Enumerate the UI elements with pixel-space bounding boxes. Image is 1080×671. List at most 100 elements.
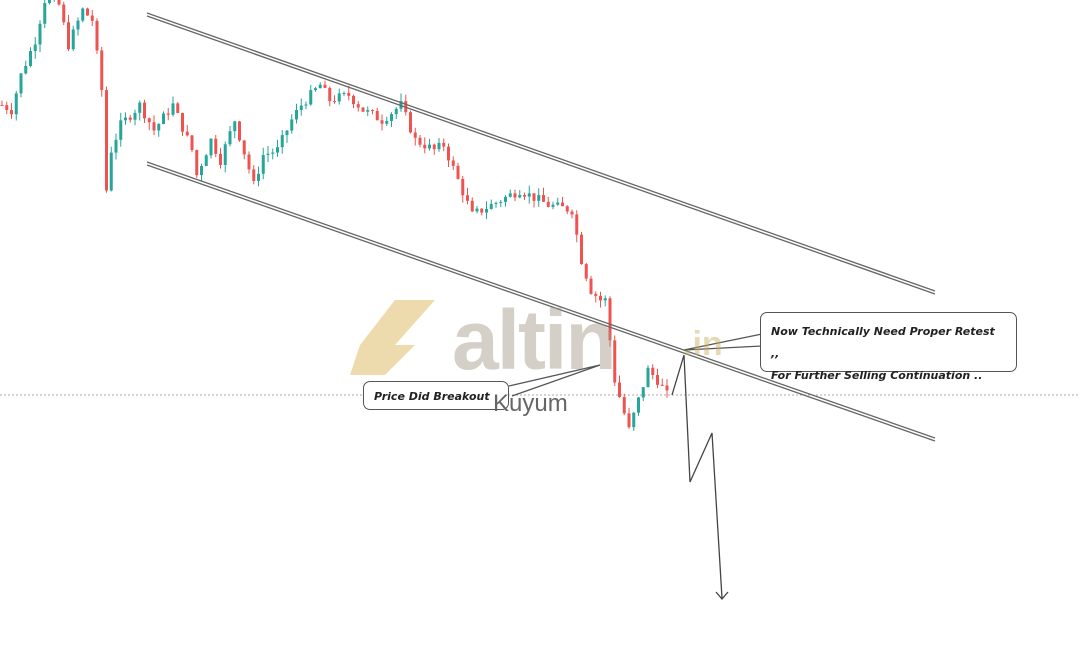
candle-body — [561, 202, 564, 207]
candle-body — [342, 92, 346, 94]
candle-body — [62, 4, 66, 23]
candle-body — [295, 109, 298, 120]
candle-body — [570, 211, 574, 215]
candle-body — [447, 146, 450, 161]
candle-body — [43, 3, 47, 24]
candle-body — [665, 385, 669, 391]
candle-body — [475, 208, 479, 212]
candle-body — [518, 194, 522, 198]
watermark-tld: .in — [683, 325, 723, 363]
candle-body — [86, 8, 89, 16]
candle-body — [133, 112, 137, 120]
candle-body — [276, 147, 279, 153]
candle-body — [309, 90, 313, 105]
candle-body — [152, 122, 156, 131]
candle-body — [442, 142, 446, 147]
candle-body — [333, 101, 336, 103]
candle-body — [413, 132, 417, 138]
candle-body — [485, 209, 488, 213]
candle-body — [190, 135, 194, 151]
candle-body — [613, 340, 617, 383]
candle-body — [5, 105, 9, 111]
candle-body — [622, 397, 626, 414]
candle-body — [171, 103, 175, 115]
candle-body — [575, 214, 579, 235]
candle-body — [608, 298, 612, 341]
candle-body — [508, 193, 512, 197]
candle-body — [233, 121, 237, 132]
projection-arrow — [671, 354, 723, 599]
upper-channel-line — [146, 12, 936, 295]
candle-body — [280, 135, 284, 148]
candle-body — [90, 15, 94, 21]
candle-body — [124, 117, 127, 121]
candle-body — [632, 412, 636, 428]
candle-body — [24, 65, 28, 74]
candle-body — [242, 140, 246, 155]
candle-body — [247, 154, 251, 170]
candle-body — [48, 0, 51, 4]
retest-line-2: For Further Selling Continuation .. — [771, 369, 983, 382]
candle-body — [337, 93, 341, 102]
candle-body — [532, 193, 536, 201]
candle-body — [523, 194, 526, 197]
candle-body — [437, 142, 441, 150]
candle-body — [456, 165, 460, 179]
candle-body — [428, 144, 431, 149]
candle-body — [223, 144, 227, 165]
candle-body — [361, 107, 365, 112]
candle-body — [466, 195, 469, 201]
candle-body — [109, 152, 113, 191]
candle-body — [257, 173, 260, 181]
candle-body — [627, 413, 631, 428]
candle-body — [556, 202, 560, 205]
candle-body — [10, 110, 13, 115]
candle-body — [114, 139, 118, 153]
candle-body — [565, 206, 569, 212]
candle-body — [181, 112, 184, 132]
watermark-brand: altin — [452, 293, 617, 387]
retest-line-1: Now Technically Need Proper Retest ,, — [771, 325, 995, 360]
candle-body — [314, 88, 317, 91]
candle-body — [599, 295, 602, 301]
candle-body — [95, 20, 99, 51]
candle-body — [537, 195, 541, 201]
candle-body — [228, 131, 232, 145]
candle-body — [214, 138, 218, 154]
candle-body — [432, 144, 436, 150]
candle-body — [318, 84, 322, 89]
candle-body — [546, 201, 550, 207]
candle-body — [0, 105, 4, 106]
candle-body — [589, 278, 593, 294]
candle-body — [19, 73, 23, 94]
candle-body — [328, 87, 332, 102]
candle-body — [261, 155, 265, 174]
lower-channel-line — [146, 161, 936, 442]
candle-body — [470, 200, 474, 212]
candle-body — [489, 203, 493, 210]
candle-body — [394, 108, 398, 115]
candle-body — [641, 387, 645, 398]
candle-body — [651, 367, 655, 376]
candle-body — [138, 102, 142, 113]
candle-body — [660, 384, 664, 386]
candle-body — [513, 193, 517, 198]
candle-body — [105, 90, 108, 191]
candle-body — [166, 113, 170, 115]
breakout-callout: Price Did Breakout — [363, 381, 509, 410]
candle-body — [290, 119, 294, 131]
candle-body — [366, 110, 370, 112]
candle-body — [646, 367, 650, 388]
candle-body — [14, 93, 18, 115]
candle-body — [38, 23, 42, 45]
breakout-pointer — [508, 364, 601, 397]
candle-body — [271, 152, 275, 154]
candle-body — [33, 44, 37, 52]
candle-body — [594, 293, 598, 296]
candle-body — [542, 195, 545, 202]
candle-body — [200, 166, 203, 176]
candle-body — [480, 208, 484, 213]
retest-pointer — [683, 333, 763, 351]
candle-body — [219, 153, 222, 165]
